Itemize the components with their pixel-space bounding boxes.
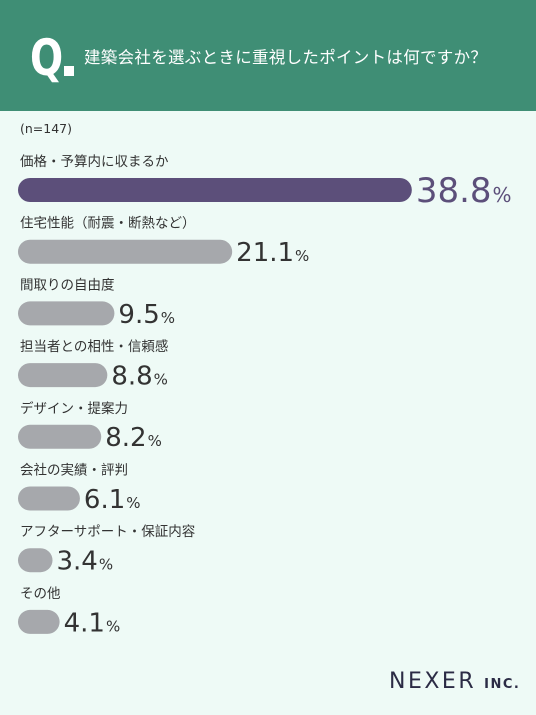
logo-main-text: NEXER bbox=[389, 669, 477, 694]
value-label: 21.1% bbox=[236, 238, 309, 268]
category-label: 価格・予算内に収まるか bbox=[20, 154, 169, 170]
question-title: 建築会社を選ぶときに重視したポイントは何ですか？ bbox=[84, 48, 488, 67]
q-dot bbox=[64, 66, 74, 76]
logo-sub-text: INC. bbox=[484, 677, 521, 692]
company-logo: NEXER INC. bbox=[389, 669, 520, 695]
value-label: 3.4% bbox=[57, 547, 114, 577]
category-label: 住宅性能（耐震・断熱など） bbox=[20, 216, 196, 232]
value-label: 4.1% bbox=[64, 608, 121, 638]
category-label: その他 bbox=[20, 586, 61, 602]
category-label: デザイン・提案力 bbox=[20, 400, 128, 417]
bar bbox=[18, 178, 412, 202]
bar bbox=[18, 301, 115, 326]
header-banner: Q 建築会社を選ぶときに重視したポイントは何ですか？ bbox=[0, 0, 536, 111]
bar bbox=[18, 363, 108, 388]
bar bbox=[18, 548, 53, 573]
value-label: 8.2% bbox=[105, 423, 162, 453]
category-label: 会社の実績・評判 bbox=[20, 463, 128, 479]
sample-size: (n=147) bbox=[20, 121, 73, 136]
bar bbox=[18, 486, 80, 511]
category-label: アフターサポート・保証内容 bbox=[20, 523, 195, 540]
value-label: 9.5% bbox=[118, 300, 175, 330]
bar bbox=[18, 239, 233, 264]
q-mark: Q bbox=[30, 29, 64, 87]
category-label: 間取りの自由度 bbox=[20, 277, 115, 293]
bar bbox=[18, 609, 60, 634]
bar bbox=[18, 424, 102, 449]
value-label: 8.8% bbox=[111, 361, 168, 391]
value-label: 6.1% bbox=[84, 485, 141, 515]
value-label: 38.8% bbox=[416, 171, 512, 211]
category-label: 担当者との相性・信頼感 bbox=[20, 338, 168, 355]
